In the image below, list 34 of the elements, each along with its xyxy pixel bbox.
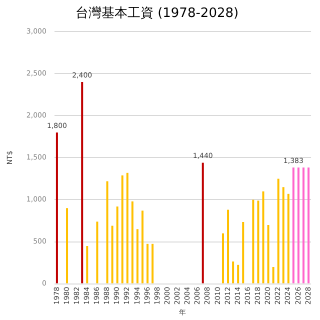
bar — [131, 201, 134, 284]
bar — [66, 208, 68, 284]
bar — [267, 224, 270, 284]
bar — [111, 226, 114, 284]
bar — [152, 244, 154, 284]
bar — [56, 132, 58, 284]
bar — [232, 262, 234, 284]
bar — [146, 244, 149, 284]
bar — [121, 175, 124, 284]
bar — [282, 187, 284, 284]
chart-title: 台灣基本工資 (1978-2028) — [75, 6, 239, 22]
bar — [302, 168, 304, 284]
bar — [116, 206, 118, 284]
bar — [292, 168, 294, 284]
bar — [257, 200, 260, 284]
bar — [227, 210, 230, 284]
bar — [262, 191, 264, 284]
bar — [81, 82, 84, 284]
bar — [141, 210, 144, 284]
bar — [136, 229, 138, 284]
bar — [96, 222, 98, 284]
bar — [287, 194, 290, 284]
bar — [202, 162, 204, 284]
bar — [106, 181, 108, 284]
bar — [297, 168, 300, 284]
bar — [277, 178, 280, 284]
bar — [237, 264, 240, 284]
bar — [308, 168, 310, 284]
bar — [242, 222, 244, 284]
bar — [126, 172, 128, 284]
bar — [86, 246, 88, 284]
bar — [252, 200, 254, 284]
bar — [272, 266, 274, 284]
bar — [222, 233, 224, 284]
